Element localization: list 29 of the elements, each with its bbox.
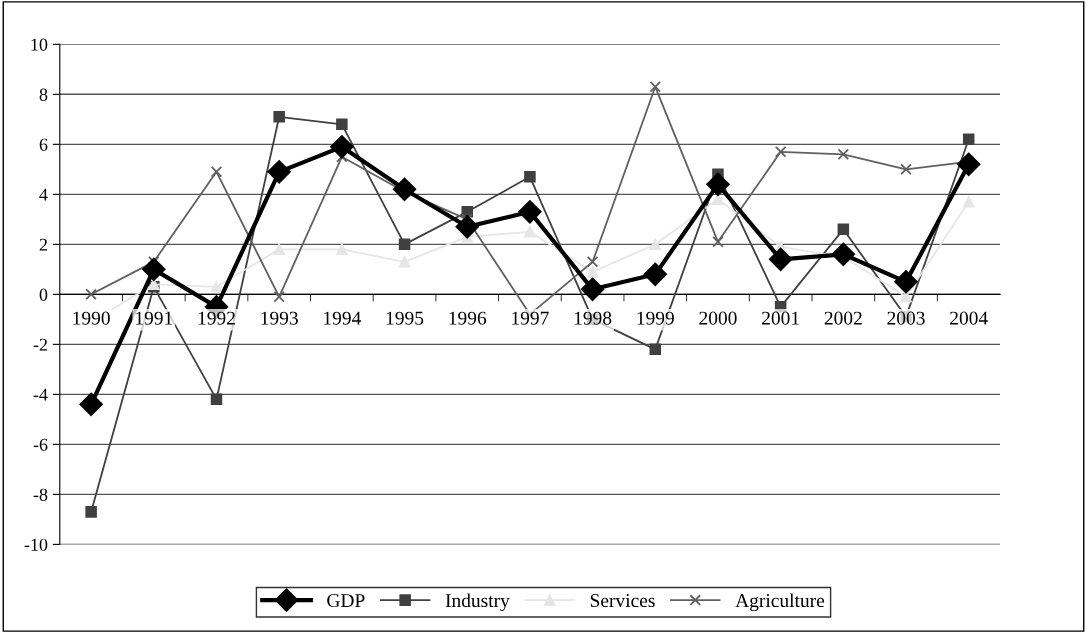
y-tick-label: 0 bbox=[39, 288, 48, 301]
x-tick-label: 2000 bbox=[699, 311, 737, 325]
y-tick-label: 6 bbox=[39, 138, 48, 151]
legend-label: Industry bbox=[445, 593, 510, 612]
x-tick-label: 1994 bbox=[324, 311, 361, 325]
y-tick-label: -4 bbox=[33, 388, 48, 401]
x-tick-label: 1996 bbox=[449, 311, 487, 325]
legend-label: Agriculture bbox=[735, 593, 825, 612]
legend-label: GDP bbox=[327, 594, 365, 608]
x-tick-label: 2003 bbox=[887, 311, 925, 325]
x-tick-label: 1999 bbox=[637, 311, 674, 325]
y-tick-label: -2 bbox=[33, 338, 47, 351]
x-tick-label: 1997 bbox=[512, 311, 549, 325]
legend-label: Services bbox=[590, 594, 655, 608]
x-tick-label: 2002 bbox=[824, 311, 862, 325]
y-tick-label: -10 bbox=[24, 538, 48, 551]
x-tick-label: 1995 bbox=[386, 311, 424, 325]
x-tick-label: 1991 bbox=[136, 311, 173, 325]
x-tick-label: 1990 bbox=[73, 311, 110, 325]
y-tick-label: 2 bbox=[39, 238, 47, 251]
y-tick-label: 8 bbox=[39, 88, 48, 101]
y-tick-label: 10 bbox=[31, 38, 48, 51]
y-tick-label: 4 bbox=[39, 188, 48, 201]
y-tick-label: -8 bbox=[33, 488, 48, 501]
x-tick-label: 2001 bbox=[762, 311, 799, 325]
y-tick-label: -6 bbox=[33, 438, 48, 451]
x-tick-label: 1992 bbox=[198, 311, 235, 325]
x-tick-label: 2004 bbox=[950, 311, 988, 325]
x-tick-label: 1993 bbox=[261, 311, 298, 325]
